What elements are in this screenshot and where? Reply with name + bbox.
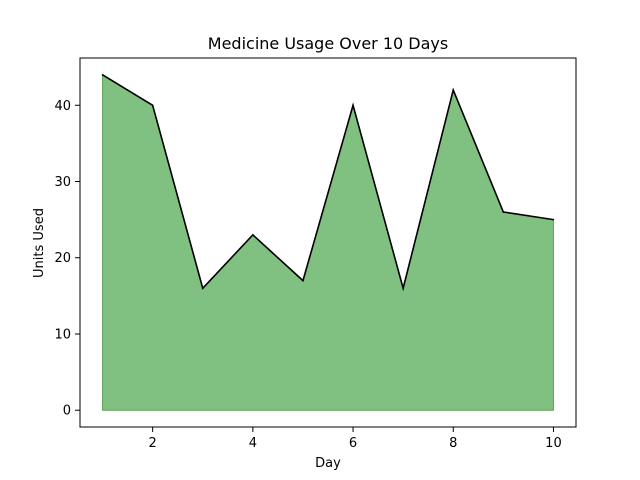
x-tick-label-6: 6: [349, 436, 357, 451]
x-axis-label: Day: [315, 456, 341, 471]
series-line: [102, 74, 554, 292]
data-point-day-6: [352, 104, 354, 107]
y-axis-label: Units Used: [32, 208, 47, 278]
data-point-day-4: [252, 234, 254, 236]
y-axis-ticks: 0 10 20 30 40: [54, 99, 80, 419]
x-tick-label-10: 10: [545, 436, 562, 451]
plot-area: [79, 57, 577, 428]
x-axis-ticks: 2 4 6 8 10: [149, 427, 562, 451]
chart-title: Medicine Usage Over 10 Days: [208, 34, 448, 53]
y-tick-label-0: 0: [63, 404, 71, 419]
data-point-day-2: [151, 104, 154, 107]
y-tick-label-30: 30: [54, 175, 71, 190]
data-point-day-3: [201, 287, 204, 290]
data-point-day-5: [302, 279, 304, 282]
data-points: [101, 73, 555, 290]
y-tick-label-20: 20: [54, 251, 71, 266]
data-point-day-10: [552, 218, 555, 221]
x-tick-label-8: 8: [449, 436, 457, 451]
data-point-day-1: [101, 73, 104, 76]
y-tick-label-10: 10: [54, 327, 71, 342]
data-point-day-9: [502, 211, 505, 213]
y-tick-label-40: 40: [54, 99, 71, 114]
axes-frame: [79, 57, 577, 428]
x-tick-label-4: 4: [249, 436, 257, 451]
data-point-day-7: [402, 287, 404, 290]
data-point-day-8: [452, 89, 455, 91]
x-tick-label-2: 2: [149, 436, 157, 451]
